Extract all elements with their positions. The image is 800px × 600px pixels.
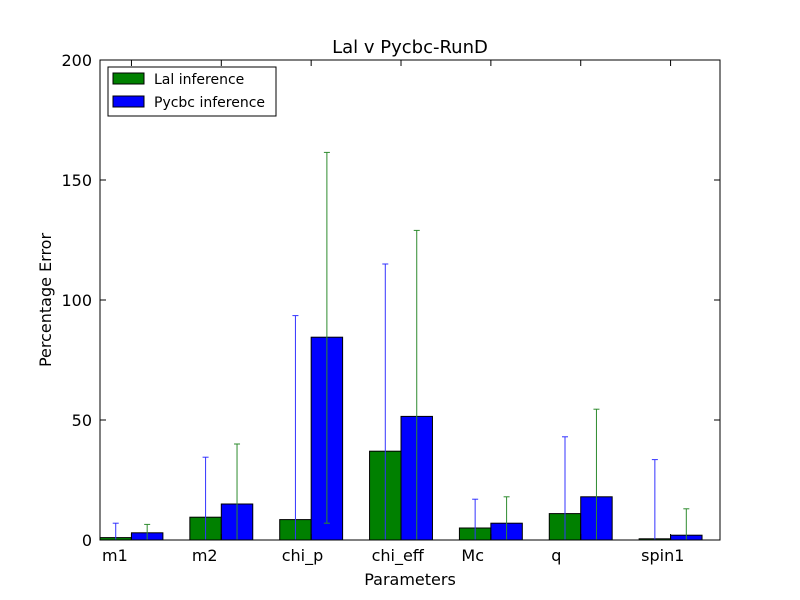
y-tick-label: 50: [72, 411, 92, 430]
y-tick-label: 150: [61, 171, 92, 190]
y-tick-label: 0: [82, 531, 92, 550]
legend: Lal inference Pycbc inference: [107, 66, 277, 117]
x-ticks: m1 m2 chi_p chi_eff Mc q spin1: [102, 60, 684, 566]
legend-label-lal: Lal inference: [154, 72, 244, 88]
y-tick-label: 200: [61, 51, 92, 70]
x-tick-label-q: q: [551, 546, 561, 565]
legend-label-pycbc: Pycbc inference: [154, 95, 265, 111]
x-axis-label: Parameters: [364, 570, 456, 589]
errorbars-layer: [112, 151, 690, 540]
x-tick-label-spin1: spin1: [641, 546, 684, 565]
y-axis-label: Percentage Error: [36, 233, 55, 368]
x-tick-label-m1: m1: [102, 546, 128, 565]
x-tick-label-m2: m2: [192, 546, 218, 565]
chart-title: Lal v Pycbc-RunD: [332, 37, 488, 58]
x-tick-label-chi_p: chi_p: [282, 546, 324, 566]
legend-swatch-pycbc: [112, 95, 145, 108]
legend-swatch-lal: [112, 72, 145, 85]
x-tick-label-Mc: Mc: [461, 546, 484, 565]
x-tick-label-chi_eff: chi_eff: [372, 546, 425, 566]
y-tick-label: 100: [61, 291, 92, 310]
y-ticks: 0 50 100 150 200: [61, 51, 720, 550]
